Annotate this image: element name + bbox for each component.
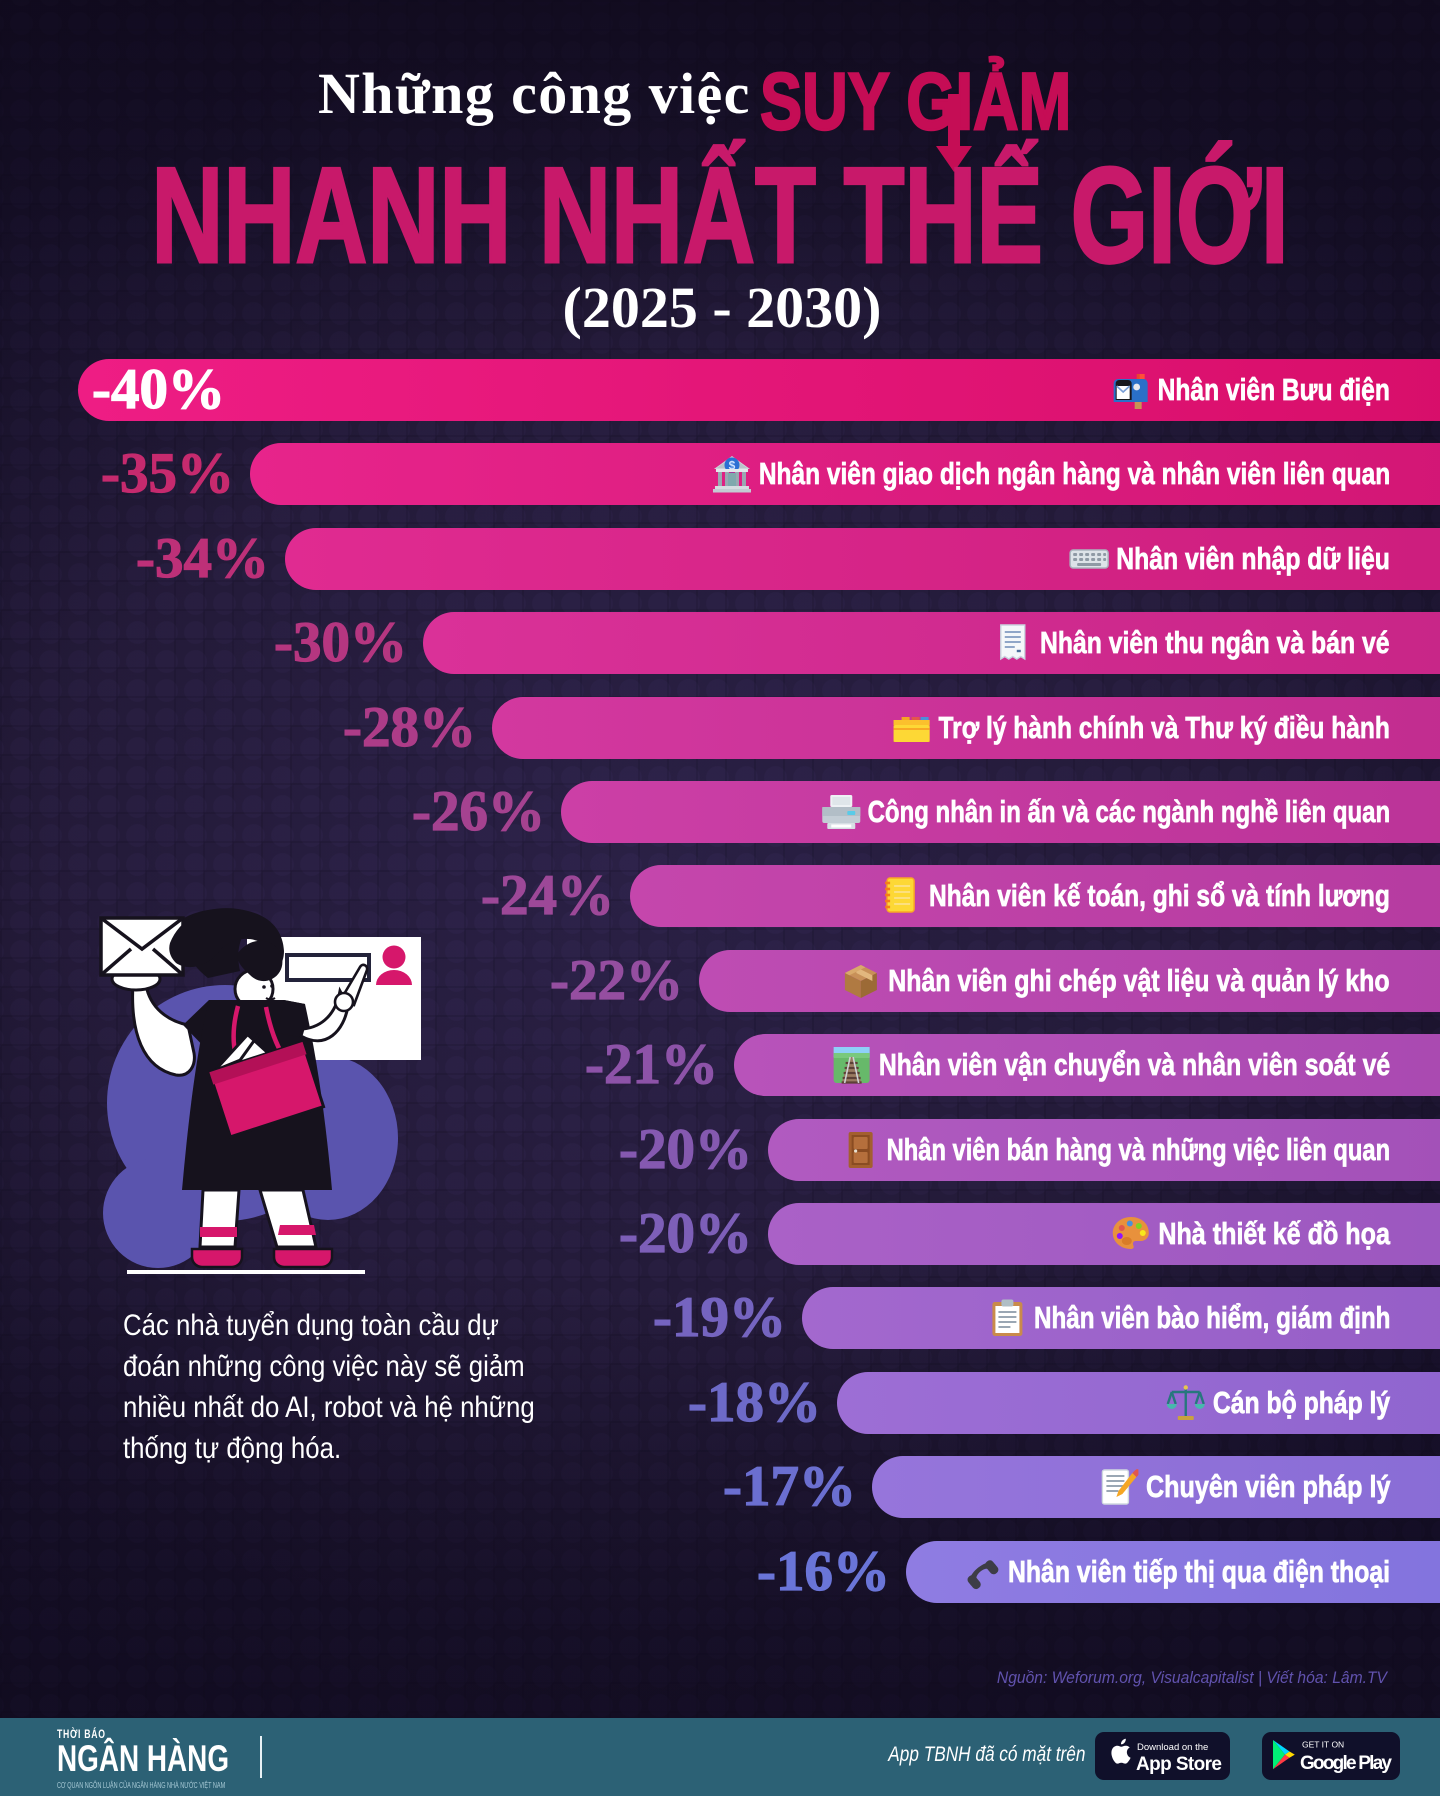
svg-text:$: $	[728, 459, 735, 473]
svg-text:Google Play: Google Play	[1300, 1753, 1392, 1774]
svg-text:App Store: App Store	[1136, 1754, 1222, 1775]
svg-text:GET IT ON: GET IT ON	[1302, 1740, 1344, 1750]
svg-text:Download on the: Download on the	[1137, 1742, 1208, 1753]
